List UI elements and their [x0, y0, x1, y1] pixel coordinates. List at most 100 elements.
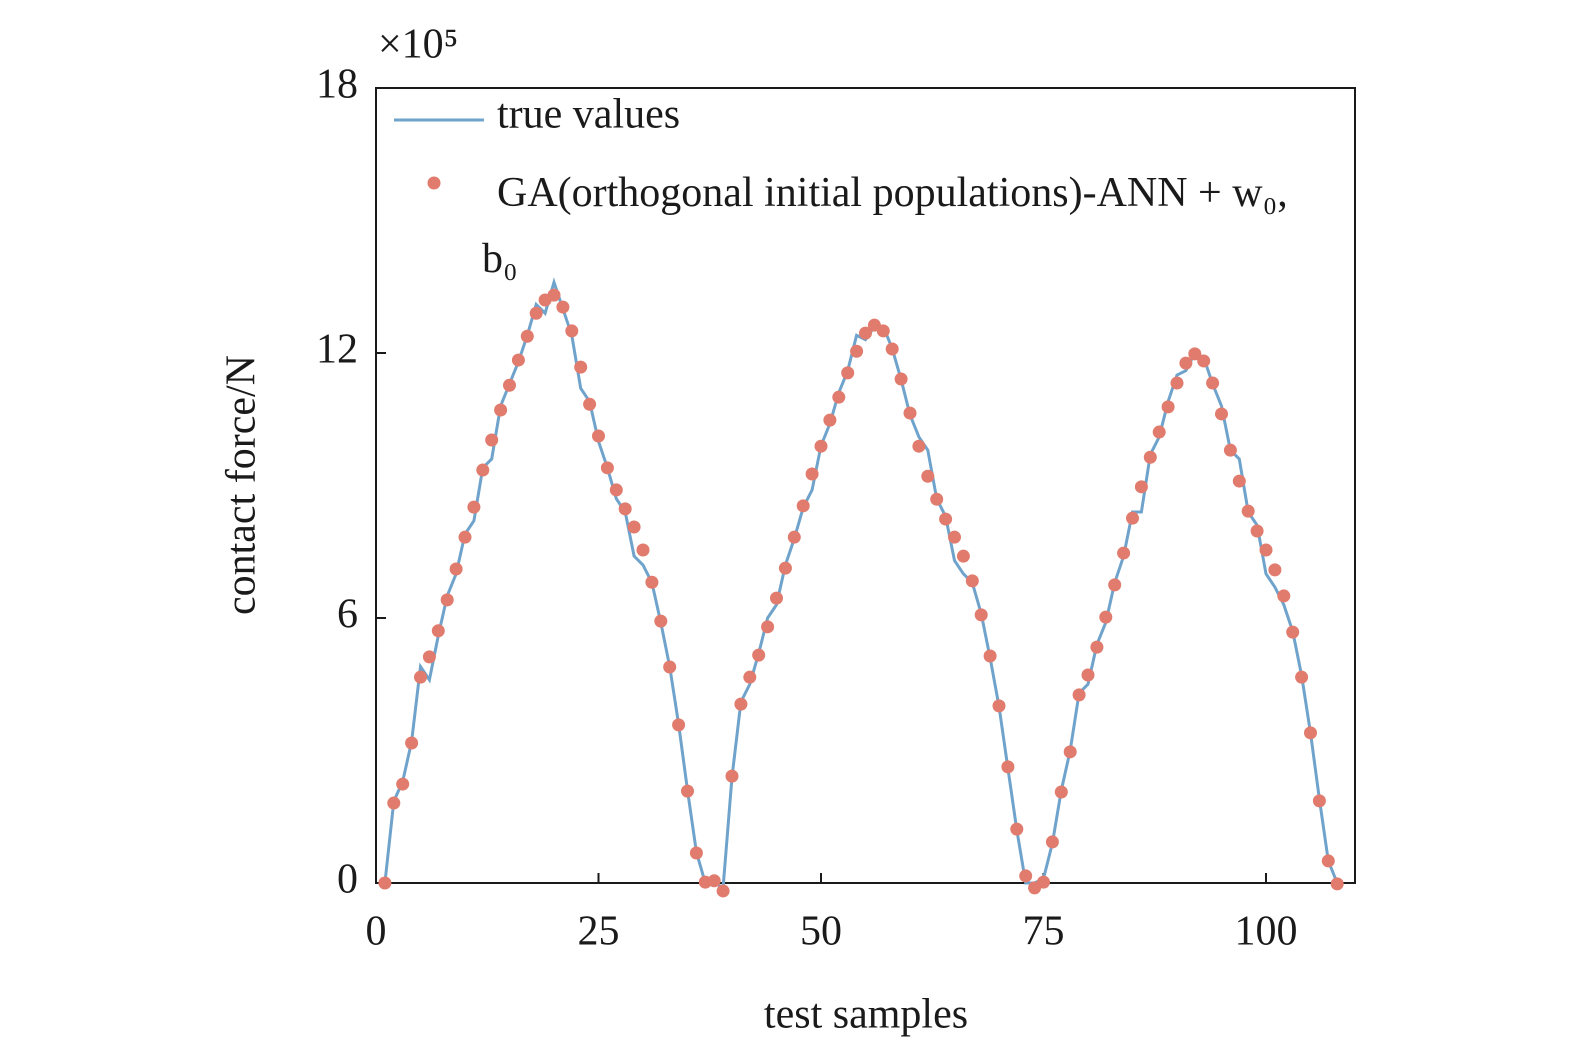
data-point — [449, 562, 463, 576]
x-tick-label: 0 — [366, 909, 387, 955]
data-point — [1304, 726, 1317, 740]
data-point — [1268, 563, 1282, 577]
data-point — [1286, 625, 1300, 639]
data-point — [796, 499, 810, 513]
data-point — [939, 512, 953, 526]
data-point — [778, 561, 792, 575]
x-tick-label: 75 — [1023, 909, 1065, 955]
data-point — [1330, 877, 1344, 891]
data-point — [1197, 354, 1211, 368]
data-point — [645, 575, 659, 589]
data-point — [761, 620, 775, 634]
data-point — [422, 650, 436, 664]
data-point — [903, 406, 917, 420]
data-point — [1134, 480, 1148, 494]
data-point — [1108, 578, 1122, 592]
data-point — [1250, 524, 1264, 538]
data-point — [529, 306, 543, 320]
data-point — [440, 593, 454, 607]
data-point — [1063, 745, 1077, 759]
x-axis-label: test samples — [764, 992, 968, 1038]
data-point — [1259, 543, 1273, 557]
data-point — [574, 360, 588, 374]
data-point — [1321, 854, 1335, 868]
data-point — [725, 769, 739, 783]
data-point — [1143, 450, 1157, 464]
data-point — [565, 324, 579, 338]
data-point — [912, 439, 926, 453]
data-point — [431, 624, 445, 638]
data-point — [974, 608, 988, 622]
data-point — [850, 344, 864, 358]
data-point — [992, 699, 1006, 713]
data-point — [1312, 794, 1326, 808]
data-point — [1170, 376, 1184, 390]
data-point — [1010, 822, 1024, 836]
data-point — [1126, 511, 1139, 525]
data-point — [583, 397, 597, 411]
data-point — [458, 530, 472, 544]
data-point — [1054, 785, 1068, 799]
data-point — [1072, 688, 1086, 702]
data-point — [770, 591, 783, 605]
data-point — [503, 378, 516, 392]
data-point — [618, 502, 632, 516]
data-point — [1152, 425, 1166, 439]
data-point — [787, 530, 801, 544]
data-point — [1215, 407, 1228, 421]
y-tick-label: 18 — [316, 62, 358, 108]
data-point — [1277, 589, 1291, 603]
data-point — [378, 876, 392, 890]
data-point — [414, 670, 427, 684]
data-point — [707, 874, 721, 888]
x-tick-label: 100 — [1235, 909, 1298, 955]
data-point — [805, 467, 819, 481]
data-point — [654, 614, 668, 628]
data-point — [600, 461, 614, 475]
data-point — [1206, 376, 1220, 390]
data-point — [1232, 474, 1246, 488]
data-point — [876, 324, 890, 338]
data-point — [1179, 356, 1193, 370]
data-point — [921, 469, 935, 483]
data-point — [520, 329, 534, 343]
data-point — [956, 549, 970, 563]
data-point — [396, 777, 410, 791]
data-point — [1037, 875, 1050, 889]
data-point — [511, 353, 525, 367]
data-point — [467, 500, 481, 514]
data-point — [930, 492, 944, 506]
data-point — [1081, 668, 1095, 682]
legend-swatch — [427, 176, 441, 190]
data-point — [894, 372, 908, 386]
data-point — [663, 660, 677, 674]
y-tick-label: 0 — [337, 857, 358, 903]
y-tick-label: 6 — [337, 592, 358, 638]
legend-label: true values — [497, 92, 680, 138]
data-point — [841, 366, 855, 380]
data-point — [609, 483, 623, 497]
x-tick-label: 50 — [800, 909, 842, 955]
data-point — [681, 784, 694, 798]
data-point — [1161, 400, 1175, 414]
data-point — [1188, 347, 1202, 361]
x-tick-label: 25 — [578, 909, 620, 955]
data-line — [383, 277, 1339, 890]
data-point — [814, 439, 828, 453]
y-multiplier: ×10⁵ — [378, 22, 458, 68]
data-point — [1090, 640, 1104, 654]
legend-label: GA(orthogonal initial populations)-ANN +… — [482, 170, 1288, 282]
data-point — [494, 403, 508, 417]
data-point — [689, 846, 703, 860]
data-point — [627, 520, 641, 534]
data-point — [743, 670, 757, 684]
data-point — [672, 718, 686, 732]
data-point — [547, 288, 561, 302]
data-point — [592, 429, 605, 443]
data-point — [476, 463, 490, 477]
data-point — [1001, 760, 1015, 774]
data-point — [832, 390, 846, 404]
data-point — [1241, 504, 1255, 518]
